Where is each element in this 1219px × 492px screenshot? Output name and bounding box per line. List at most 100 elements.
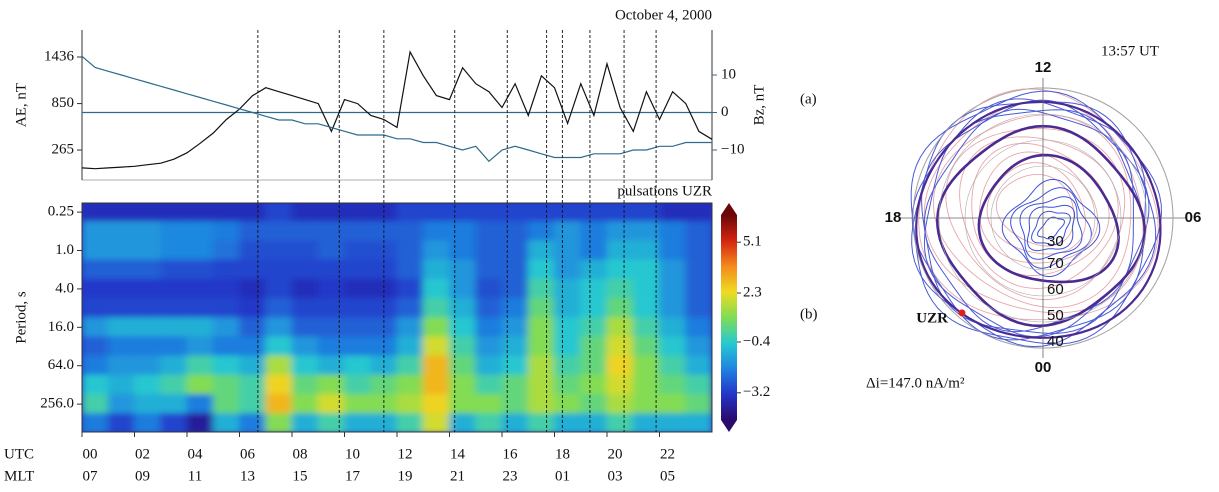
heatmap-cell	[82, 221, 109, 242]
heatmap-cell	[291, 259, 319, 280]
heatmap-cell	[291, 317, 319, 338]
station-label: UZR	[916, 310, 948, 326]
chart-title: 13:57 UT	[1101, 43, 1159, 59]
contour	[923, 100, 1144, 314]
heatmap-cell	[475, 394, 503, 415]
heatmap-cell	[291, 203, 319, 223]
heatmap-cell	[265, 355, 293, 376]
y-tick-label: 1436	[44, 48, 75, 64]
heatmap-cell	[212, 336, 240, 357]
heatmap-cell	[212, 317, 240, 338]
chart-title: pulsations UZR	[617, 183, 712, 199]
heatmap-cell	[160, 278, 188, 300]
x-tick-label: 06	[240, 446, 256, 462]
heatmap-cell	[317, 278, 345, 300]
y2-tick-label: 10	[721, 66, 736, 82]
heatmap-cell	[554, 298, 582, 319]
colorbar	[721, 215, 737, 420]
heatmap-cell	[82, 240, 109, 261]
y2-tick-label: −10	[721, 141, 744, 157]
heatmap-cell	[186, 317, 214, 338]
heatmap-cell	[685, 374, 712, 396]
heatmap-cell	[659, 298, 687, 319]
heatmap-cell	[317, 259, 345, 280]
heatmap-cell	[527, 336, 555, 357]
contour	[995, 173, 1075, 247]
contour	[945, 128, 1126, 300]
heatmap-cell	[554, 355, 582, 376]
heatmap-cell	[580, 394, 608, 415]
x-tick-label: 18	[555, 446, 570, 462]
contour	[977, 153, 1120, 284]
heatmap-cell	[659, 355, 687, 376]
colorbar-cap	[721, 420, 737, 432]
heatmap-cell	[317, 317, 345, 338]
heatmap-cell	[632, 355, 660, 376]
heatmap-cell	[501, 355, 529, 376]
x-tick-label: 12	[398, 446, 413, 462]
y2-tick-label: 0	[721, 104, 729, 120]
heatmap-cell	[82, 278, 109, 300]
heatmap-cell	[239, 374, 267, 396]
polar-ring	[990, 165, 1096, 271]
heatmap-cell	[317, 355, 345, 376]
heatmap-cell	[317, 240, 345, 261]
x-tick-label: 14	[450, 446, 466, 462]
polar-ring	[964, 139, 1122, 297]
heatmap-cell	[160, 298, 188, 319]
heatmap-cell	[527, 278, 555, 300]
heatmap-cell	[134, 355, 162, 376]
heatmap-cell	[527, 413, 555, 432]
heatmap-cell	[82, 355, 109, 376]
heatmap-cell	[501, 203, 529, 223]
heatmap-cell	[554, 203, 582, 223]
heatmap-cell	[606, 240, 634, 261]
heatmap-cell	[396, 278, 424, 300]
heatmap-cell	[265, 298, 293, 319]
heatmap-cell	[685, 317, 712, 338]
heatmap-cell	[501, 278, 529, 300]
heatmap-cell	[265, 240, 293, 261]
x2-tick-label: 17	[345, 468, 361, 484]
x-tick-label: 16	[503, 446, 519, 462]
heatmap-cell	[186, 336, 214, 357]
contour	[979, 151, 1099, 264]
heatmap-cell	[422, 278, 450, 300]
heatmap-cell	[239, 394, 267, 415]
heatmap-cell	[107, 374, 135, 396]
heatmap-cell	[265, 203, 293, 223]
heatmap-cell	[554, 240, 582, 261]
heatmap-cell	[659, 413, 687, 432]
x-tick-label: 20	[608, 446, 623, 462]
heatmap-cell	[396, 394, 424, 415]
heatmap-cell	[580, 259, 608, 280]
heatmap-cells	[82, 203, 712, 432]
heatmap-cell	[107, 203, 135, 223]
heatmap-cell	[449, 221, 477, 242]
heatmap-cell	[186, 203, 214, 223]
heatmap-cell	[606, 221, 634, 242]
heatmap-cell	[475, 298, 503, 319]
heatmap-cell	[344, 259, 372, 280]
heatmap-cell	[82, 259, 109, 280]
heatmap-cell	[265, 259, 293, 280]
heatmap-cell	[160, 221, 188, 242]
heatmap-cell	[134, 221, 162, 242]
axis-label: Period, s	[13, 291, 29, 344]
x-tick-label: 10	[345, 446, 360, 462]
heatmap-cell	[344, 298, 372, 319]
heatmap-cell	[475, 413, 503, 432]
heatmap-cell	[265, 413, 293, 432]
heatmap-cell	[422, 298, 450, 319]
heatmap-cell	[82, 336, 109, 357]
heatmap-cell	[82, 394, 109, 415]
heatmap-cell	[422, 240, 450, 261]
heatmap-cell	[554, 259, 582, 280]
heatmap-cell	[606, 413, 634, 432]
heatmap-cell	[659, 317, 687, 338]
heatmap-cell	[554, 374, 582, 396]
heatmap-cell	[82, 298, 109, 319]
heatmap-cell	[239, 203, 267, 223]
x2-tick-label: 13	[240, 468, 255, 484]
